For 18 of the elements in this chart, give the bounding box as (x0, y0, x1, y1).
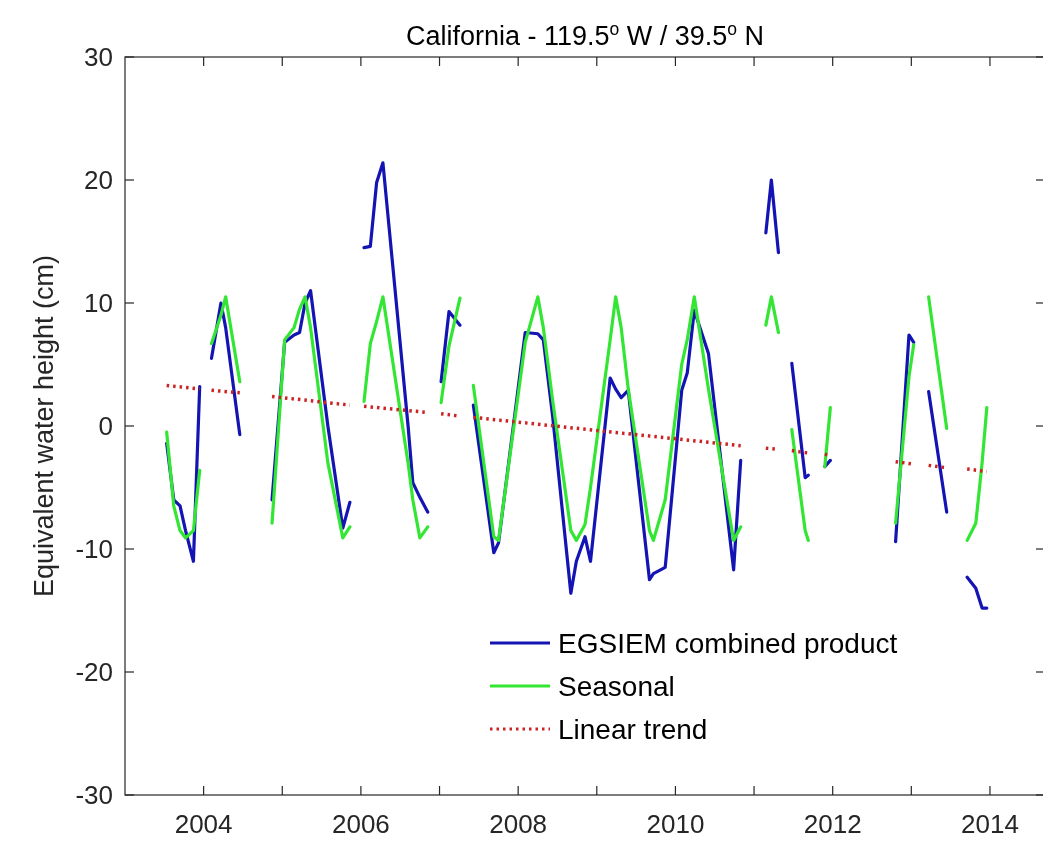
legend-label: Seasonal (558, 670, 675, 702)
y-tick-label: -30 (75, 780, 113, 811)
x-tick-label: 2004 (174, 809, 233, 839)
y-tick-label: -10 (75, 534, 113, 565)
chart-title: California - 119.5$^{o}$ W / 39.5$^{o}$ N (405, 19, 765, 51)
y-tick-label: -20 (75, 657, 113, 688)
x-tick-label: 2008 (489, 809, 548, 839)
y-tick-label: 10 (84, 288, 113, 319)
x-tick-label: 2012 (803, 809, 862, 839)
x-tick-label: 2010 (646, 809, 705, 839)
legend-label: EGSIEM combined product (558, 627, 898, 659)
y-tick-label: 30 (84, 42, 113, 73)
legend-label: Linear trend (558, 713, 708, 745)
y-axis-title: Equivalent water height (cm) (29, 254, 59, 598)
y-tick-label: 0 (98, 411, 113, 442)
y-tick-label: 20 (84, 165, 113, 196)
x-tick-label: 2014 (961, 809, 1019, 839)
x-tick-label: 2006 (331, 809, 390, 839)
